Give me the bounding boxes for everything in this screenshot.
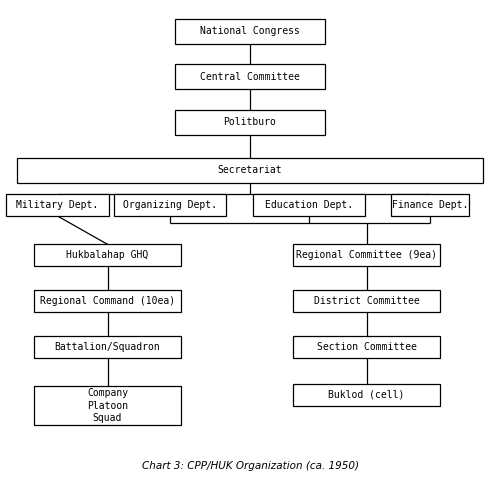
Text: Politburo: Politburo — [224, 118, 276, 127]
Text: Buklod (cell): Buklod (cell) — [328, 390, 404, 399]
Text: District Committee: District Committee — [314, 296, 420, 306]
Text: Regional Committee (9ea): Regional Committee (9ea) — [296, 251, 437, 260]
FancyBboxPatch shape — [391, 194, 469, 216]
FancyBboxPatch shape — [252, 194, 365, 216]
FancyBboxPatch shape — [175, 19, 325, 44]
FancyBboxPatch shape — [293, 244, 440, 266]
Text: Central Committee: Central Committee — [200, 72, 300, 82]
Text: Company
Platoon
Squad: Company Platoon Squad — [87, 388, 128, 423]
Text: Hukbalahap GHQ: Hukbalahap GHQ — [66, 251, 148, 260]
Text: Finance Dept.: Finance Dept. — [392, 200, 468, 210]
FancyBboxPatch shape — [293, 290, 440, 312]
FancyBboxPatch shape — [18, 158, 482, 183]
FancyBboxPatch shape — [293, 336, 440, 358]
FancyBboxPatch shape — [6, 194, 109, 216]
Text: Secretariat: Secretariat — [218, 166, 282, 175]
FancyBboxPatch shape — [175, 64, 325, 89]
FancyBboxPatch shape — [34, 336, 181, 358]
Text: Education Dept.: Education Dept. — [265, 200, 353, 210]
Text: Regional Command (10ea): Regional Command (10ea) — [40, 296, 175, 306]
Text: Military Dept.: Military Dept. — [16, 200, 98, 210]
FancyBboxPatch shape — [293, 384, 440, 406]
Text: National Congress: National Congress — [200, 26, 300, 36]
FancyBboxPatch shape — [34, 290, 181, 312]
Text: Organizing Dept.: Organizing Dept. — [123, 200, 217, 210]
Text: Section Committee: Section Committee — [316, 342, 416, 351]
FancyBboxPatch shape — [34, 386, 181, 425]
FancyBboxPatch shape — [114, 194, 226, 216]
FancyBboxPatch shape — [175, 110, 325, 135]
FancyBboxPatch shape — [34, 244, 181, 266]
Text: Battalion/Squadron: Battalion/Squadron — [54, 342, 160, 351]
Text: Chart 3: CPP/HUK Organization (ca. 1950): Chart 3: CPP/HUK Organization (ca. 1950) — [142, 461, 358, 470]
